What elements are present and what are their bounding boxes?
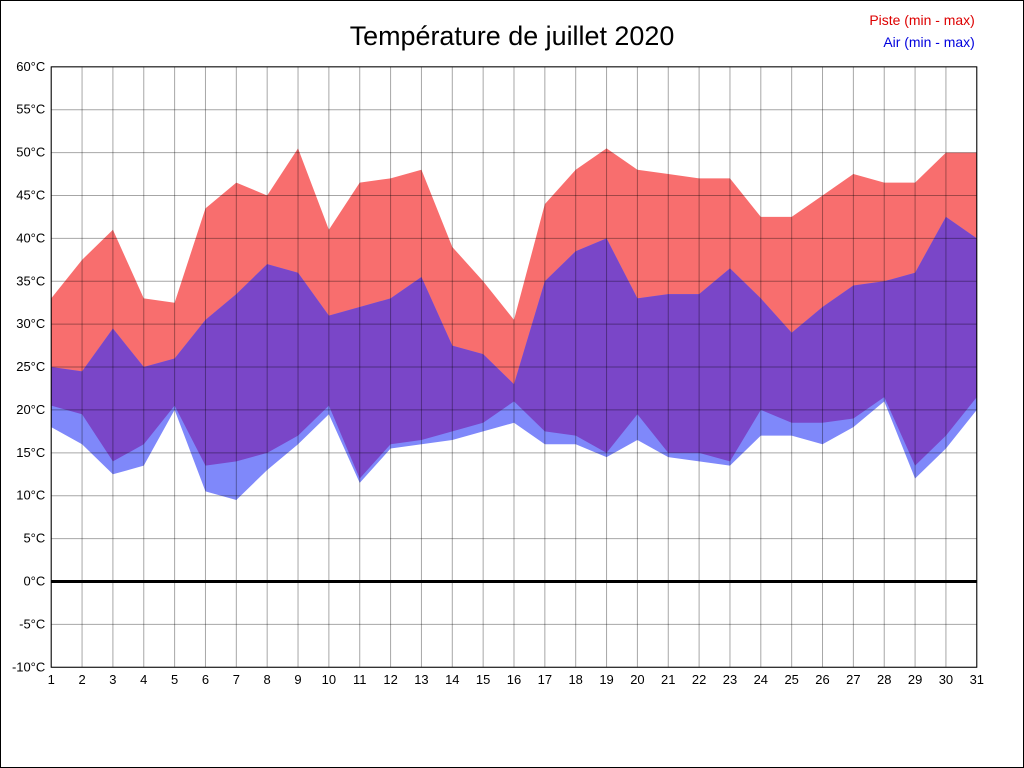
x-axis-day-label: 20 [630,672,644,687]
y-axis-tick-label: 40°C [16,230,45,245]
y-axis-tick-label: -10°C [12,659,45,674]
x-axis-day-label: 28 [877,672,891,687]
x-axis-day-label: 5 [171,672,178,687]
x-axis-day-label: 29 [908,672,922,687]
y-axis-tick-label: 45°C [16,187,45,202]
x-axis-day-label: 17 [538,672,552,687]
x-axis-day-label: 24 [754,672,768,687]
x-axis-day-label: 2 [78,672,85,687]
y-axis-tick-label: 25°C [16,359,45,374]
x-axis-day-label: 23 [723,672,737,687]
y-axis-tick-label: 15°C [16,445,45,460]
x-axis-day-label: 13 [414,672,428,687]
legend-air-label: Air (min - max) [883,34,974,50]
y-axis-tick-label: 20°C [16,402,45,417]
y-axis-tick-label: 55°C [16,102,45,117]
chart-grid [50,66,978,668]
x-axis-day-label: 31 [970,672,984,687]
chart-axes [50,66,978,668]
y-axis-tick-label: 5°C [23,531,45,546]
x-axis-day-label: 16 [507,672,521,687]
x-axis-day-label: 30 [939,672,953,687]
y-axis-tick-label: 0°C [23,573,45,588]
x-axis-day-label: 11 [353,672,366,687]
legend-piste-label: Piste (min - max) [869,12,974,28]
y-axis-tick-label: 35°C [16,273,45,288]
overlap-temperature-band [51,216,977,479]
x-axis-day-label: 3 [109,672,116,687]
x-axis-day-label: 19 [599,672,613,687]
x-axis-day-label: 14 [445,672,459,687]
plot-border [50,66,978,668]
x-axis-day-label: 8 [264,672,271,687]
x-axis-day-label: 1 [48,672,55,687]
x-axis-day-label: 7 [233,672,240,687]
x-axis-day-label: 9 [294,672,301,687]
x-axis-day-label: 27 [846,672,860,687]
x-axis-day-label: 25 [784,672,798,687]
x-axis-day-label: 6 [202,672,209,687]
y-axis-tick-label: 50°C [16,145,45,160]
y-axis-tick-label: 60°C [16,59,45,74]
chart-title: Température de juillet 2020 [350,21,675,51]
y-axis-tick-label: -5°C [19,616,45,631]
x-axis-day-label: 22 [692,672,706,687]
y-axis-tick-label: 30°C [16,316,45,331]
x-axis-day-label: 4 [140,672,147,687]
x-axis-day-label: 12 [383,672,397,687]
y-axis-tick-label: 10°C [16,488,45,503]
x-axis-day-label: 21 [661,672,675,687]
x-axis-day-label: 26 [815,672,829,687]
x-axis-day-label: 18 [568,672,582,687]
chart-bands [51,148,977,500]
x-axis-day-label: 15 [476,672,490,687]
chart-axis-labels: 60°C55°C50°C45°C40°C35°C30°C25°C20°C15°C… [12,59,984,687]
x-axis-day-label: 10 [322,672,336,687]
